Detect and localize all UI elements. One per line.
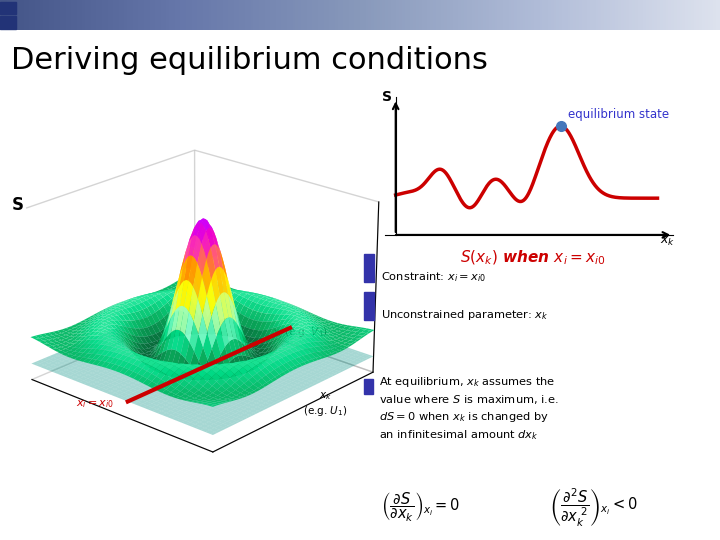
Text: $\left(\dfrac{\partial^2 S}{\partial x_k^{\ 2}}\right)_{x_i} < 0$: $\left(\dfrac{\partial^2 S}{\partial x_k…: [549, 487, 638, 529]
Text: $S(x_k)$ when $x_i = x_{i0}$: $S(x_k)$ when $x_i = x_{i0}$: [460, 248, 606, 267]
Bar: [364, 254, 374, 282]
Text: Unconstrained parameter: $x_k$: Unconstrained parameter: $x_k$: [381, 308, 548, 322]
Bar: [364, 292, 374, 320]
Text: $\left(\dfrac{\partial S}{\partial x_k}\right)_{x_i} = 0$: $\left(\dfrac{\partial S}{\partial x_k}\…: [381, 491, 460, 524]
Text: At equilibrium, $x_k$ assumes the
value where $S$ is maximum, i.e.
$dS = 0$ when: At equilibrium, $x_k$ assumes the value …: [379, 375, 559, 442]
Bar: [364, 379, 373, 394]
Text: S: S: [382, 90, 392, 104]
Text: $x_k$: $x_k$: [660, 235, 675, 248]
Bar: [0, 16, 16, 29]
Text: Deriving equilibrium conditions: Deriving equilibrium conditions: [11, 46, 487, 75]
Bar: [0, 2, 16, 14]
Text: Constraint: $x_i = x_{i0}$: Constraint: $x_i = x_{i0}$: [381, 270, 485, 284]
Text: equilibrium state: equilibrium state: [569, 108, 670, 121]
